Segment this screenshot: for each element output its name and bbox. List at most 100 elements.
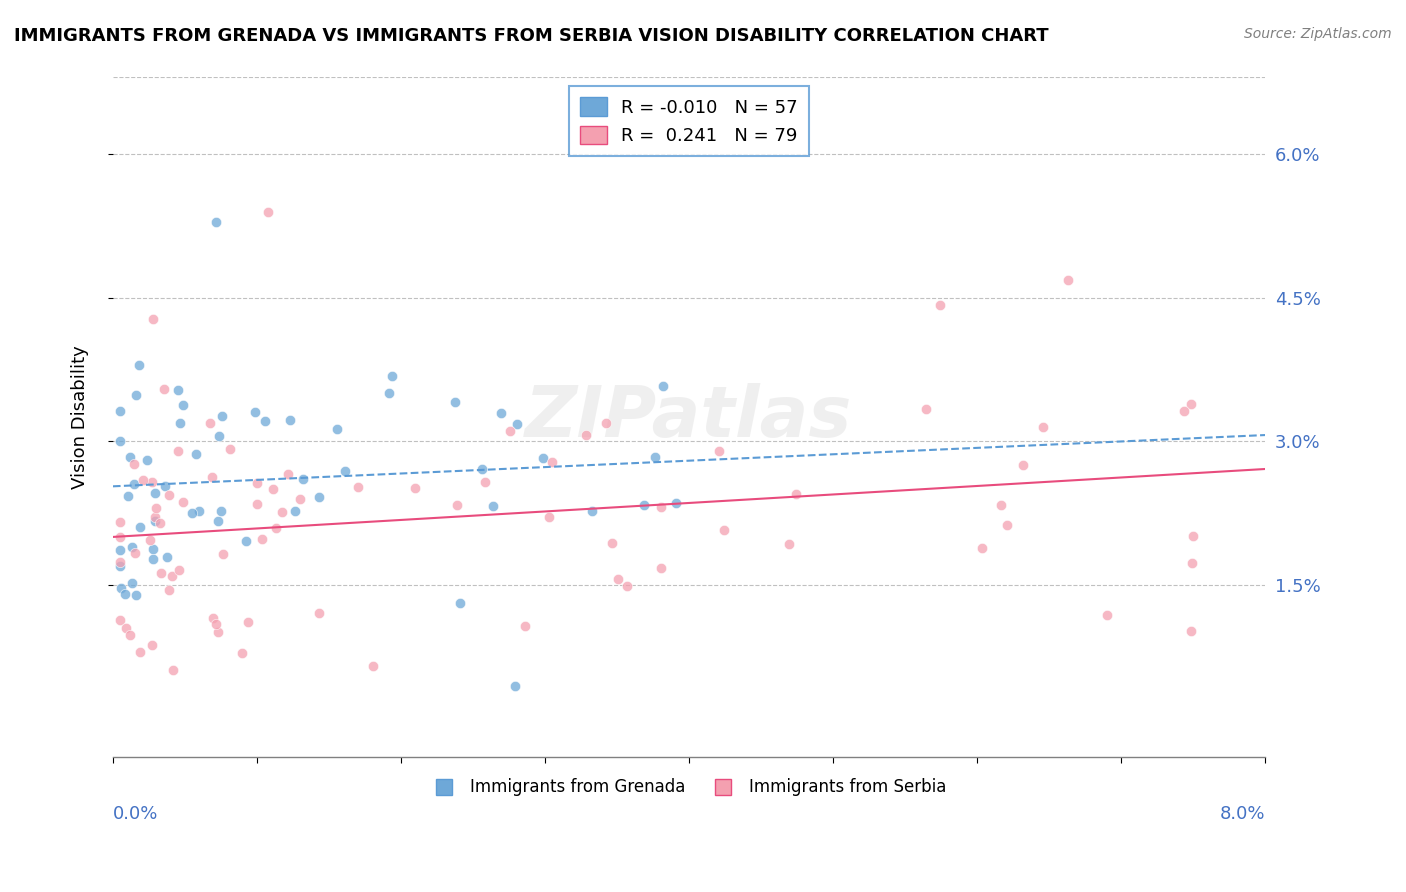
Point: [160, 569, 183, 583]
Point: [169, 416, 191, 430]
Point: [139, 533, 162, 547]
Point: [1182, 529, 1205, 543]
Point: [142, 552, 165, 566]
Point: [346, 480, 368, 494]
Point: [125, 588, 148, 602]
Point: [449, 596, 471, 610]
Point: [650, 500, 672, 514]
Y-axis label: Vision Disability: Vision Disability: [72, 345, 89, 489]
Point: [246, 497, 269, 511]
Point: [531, 451, 554, 466]
Point: [172, 399, 194, 413]
Text: ZIPatlas: ZIPatlas: [526, 383, 852, 451]
Point: [156, 550, 179, 565]
Point: [489, 406, 512, 420]
Point: [120, 450, 142, 464]
Point: [284, 504, 307, 518]
Point: [110, 581, 132, 595]
Point: [308, 607, 330, 621]
Point: [122, 457, 145, 471]
Point: [110, 555, 132, 569]
Point: [446, 498, 468, 512]
Point: [143, 514, 166, 528]
Point: [180, 506, 202, 520]
Text: 0.0%: 0.0%: [112, 805, 159, 823]
Point: [218, 442, 240, 456]
Point: [915, 401, 938, 416]
Point: [482, 499, 505, 513]
Point: [124, 477, 146, 491]
Point: [1032, 420, 1054, 434]
Point: [153, 382, 176, 396]
Text: IMMIGRANTS FROM GRENADA VS IMMIGRANTS FROM SERBIA VISION DISABILITY CORRELATION : IMMIGRANTS FROM GRENADA VS IMMIGRANTS FR…: [14, 27, 1049, 45]
Point: [202, 611, 225, 625]
Point: [404, 481, 426, 495]
Point: [201, 470, 224, 484]
Point: [778, 537, 800, 551]
Point: [121, 575, 143, 590]
Point: [271, 505, 294, 519]
Point: [125, 388, 148, 402]
Point: [1056, 273, 1078, 287]
Point: [600, 536, 623, 550]
Point: [378, 385, 401, 400]
Point: [257, 204, 280, 219]
Point: [1173, 404, 1195, 418]
Point: [633, 499, 655, 513]
Point: [157, 583, 180, 598]
Point: [141, 541, 163, 556]
Point: [121, 540, 143, 554]
Point: [231, 646, 253, 660]
Point: [1180, 624, 1202, 638]
Point: [238, 615, 260, 629]
Point: [141, 638, 163, 652]
Point: [115, 621, 138, 635]
Point: [108, 404, 131, 418]
Point: [145, 501, 167, 516]
Point: [143, 486, 166, 500]
Point: [167, 563, 190, 577]
Point: [607, 572, 630, 586]
Point: [120, 628, 142, 642]
Point: [253, 414, 276, 428]
Point: [264, 521, 287, 535]
Point: [207, 624, 229, 639]
Point: [616, 579, 638, 593]
Point: [474, 475, 496, 489]
Point: [124, 546, 146, 560]
Point: [650, 561, 672, 575]
Text: 8.0%: 8.0%: [1219, 805, 1265, 823]
Point: [785, 487, 807, 501]
Point: [205, 616, 228, 631]
Point: [117, 489, 139, 503]
Point: [141, 475, 163, 489]
Point: [205, 215, 228, 229]
Point: [990, 499, 1012, 513]
Point: [108, 516, 131, 530]
Point: [292, 472, 315, 486]
Point: [187, 504, 209, 518]
Point: [150, 566, 173, 581]
Legend: Immigrants from Grenada, Immigrants from Serbia: Immigrants from Grenada, Immigrants from…: [425, 772, 953, 803]
Point: [211, 409, 233, 424]
Point: [651, 378, 673, 392]
Point: [129, 520, 152, 534]
Point: [995, 518, 1018, 533]
Point: [1095, 608, 1118, 623]
Point: [970, 541, 993, 555]
Point: [505, 417, 527, 432]
Point: [143, 510, 166, 524]
Point: [209, 504, 232, 518]
Point: [326, 422, 349, 436]
Point: [207, 515, 229, 529]
Point: [149, 516, 172, 530]
Point: [665, 496, 688, 510]
Point: [212, 547, 235, 561]
Point: [537, 510, 560, 524]
Text: Source: ZipAtlas.com: Source: ZipAtlas.com: [1244, 27, 1392, 41]
Point: [157, 488, 180, 502]
Point: [108, 434, 131, 449]
Point: [574, 428, 596, 442]
Point: [250, 532, 273, 546]
Point: [333, 464, 356, 478]
